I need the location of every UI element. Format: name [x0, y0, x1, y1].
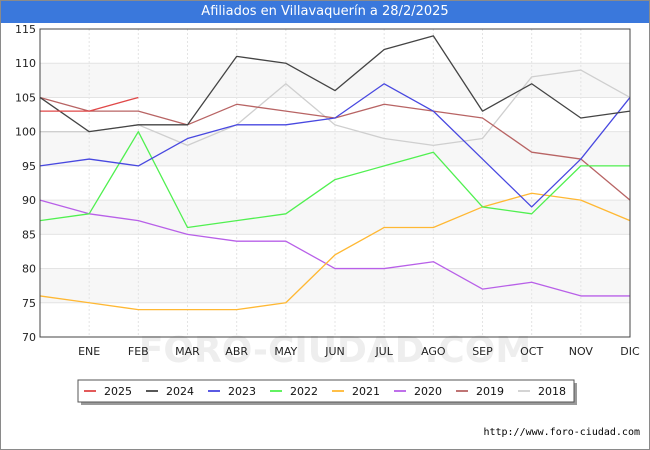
- x-tick-label: ABR: [225, 345, 248, 358]
- y-tick-label: 95: [22, 160, 36, 173]
- legend-label-2023: 2023: [228, 385, 256, 398]
- x-tick-label: FEB: [128, 345, 149, 358]
- series-line-2024: [39, 35, 631, 133]
- series-line-2021: [39, 192, 631, 311]
- y-tick-label: 100: [15, 126, 36, 139]
- legend-label-2021: 2021: [352, 385, 380, 398]
- legend-label-2024: 2024: [166, 385, 194, 398]
- series-line-2022: [39, 131, 630, 229]
- y-tick-label: 85: [22, 228, 36, 241]
- legend-label-2025: 2025: [104, 385, 132, 398]
- x-tick-label: JUN: [324, 345, 345, 358]
- x-tick-label: ENE: [78, 345, 100, 358]
- legend-label-2022: 2022: [290, 385, 318, 398]
- x-tick-label: DIC: [620, 345, 640, 358]
- y-tick-label: 105: [15, 91, 36, 104]
- series-lines: [39, 35, 631, 311]
- legend-label-2020: 2020: [414, 385, 442, 398]
- x-tick-label: MAR: [175, 345, 200, 358]
- source-link[interactable]: http://www.foro-ciudad.com: [483, 427, 640, 438]
- y-tick-label: 90: [22, 194, 36, 207]
- y-tick-label: 110: [15, 57, 36, 70]
- series-line-2020: [39, 199, 630, 297]
- x-tick-label: OCT: [520, 345, 543, 358]
- series-line-2025: [40, 96, 139, 112]
- legend-box: [77, 379, 575, 403]
- series-line-2023: [39, 83, 631, 208]
- legend: 2025 2024 2023 2022 2021 2020 2019 2018: [77, 379, 577, 405]
- x-tick-label: SEP: [472, 345, 493, 358]
- x-tick-label: MAY: [274, 345, 297, 358]
- y-tick-label: 115: [15, 23, 36, 36]
- x-tick-label: AGO: [421, 345, 446, 358]
- x-tick-label: NOV: [569, 345, 594, 358]
- axes: [39, 28, 631, 338]
- chart-title: Afiliados en Villavaquerín a 28/2/2025: [1, 1, 649, 23]
- plot-band: [40, 63, 630, 98]
- plot-border: [39, 28, 631, 338]
- y-tick-label: 75: [22, 297, 36, 310]
- legend-label-2019: 2019: [476, 385, 504, 398]
- legend-label-2018: 2018: [538, 385, 566, 398]
- x-tick-label: JUL: [374, 345, 393, 358]
- y-tick-label: 80: [22, 263, 36, 276]
- y-tick-label: 70: [22, 331, 36, 344]
- tick-labels: 70 75 80 85 90 95 100 105 110 115 ENE FEB MAR ABR MAY J…: [15, 23, 640, 358]
